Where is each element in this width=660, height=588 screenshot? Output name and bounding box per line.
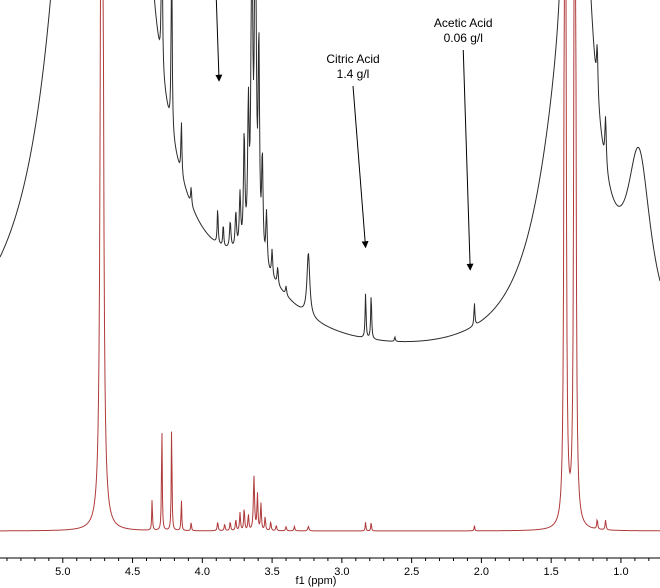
annotation-label: Citric Acid — [326, 52, 379, 66]
annotation-label: 0.06 g/l — [444, 31, 483, 45]
annotation-3: EDTA — [215, 0, 223, 82]
x-tick-label: 3.0 — [334, 566, 349, 578]
x-tick-label: 3.5 — [264, 566, 279, 578]
x-tick-label: 2.5 — [404, 566, 419, 578]
annotation-label: 1.4 g/l — [337, 67, 370, 81]
x-tick-label: 2.0 — [474, 566, 489, 578]
x-axis: 5.0 4.5 4.0 3.5 3.0 2.5 2.0 1.5 1.0 f1 (ppm) — [0, 557, 660, 587]
spectrum-trace-2 — [0, 0, 660, 532]
spectrum-trace-1 — [0, 0, 660, 343]
peak-annotations: GlycerolLactic AcidEDTALactic Acid15 g/l… — [215, 0, 493, 271]
annotation-arrow — [215, 0, 223, 82]
annotation-arrow — [462, 49, 474, 271]
x-tick-label: 1.0 — [613, 566, 628, 578]
annotation-arrow — [352, 85, 369, 249]
x-axis-title: f1 (ppm) — [296, 575, 337, 587]
x-tick-label: 4.0 — [195, 566, 210, 578]
x-tick-label: 1.5 — [544, 566, 559, 578]
x-tick-label: 5.0 — [55, 566, 70, 578]
x-axis-ticks: 5.0 4.5 4.0 3.5 3.0 2.5 2.0 1.5 1.0 — [6, 558, 650, 578]
x-tick-label: 4.5 — [125, 566, 140, 578]
spectrum-traces — [0, 0, 660, 532]
annotation-label: Acetic Acid — [434, 16, 493, 30]
